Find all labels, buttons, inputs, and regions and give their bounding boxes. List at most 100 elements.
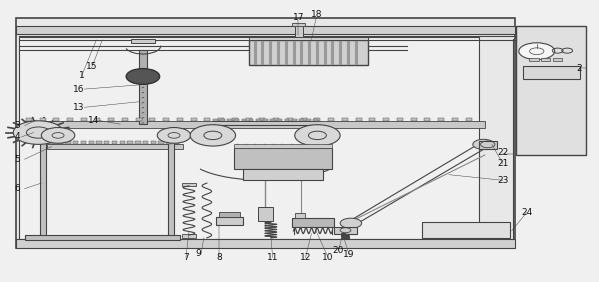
Bar	[285, 118, 289, 121]
Bar	[553, 58, 562, 61]
Bar	[292, 219, 334, 227]
Bar	[306, 118, 311, 121]
Bar	[249, 37, 368, 40]
Circle shape	[519, 43, 555, 60]
Bar	[47, 144, 183, 149]
Text: 15: 15	[86, 62, 97, 71]
Bar	[259, 118, 265, 121]
Circle shape	[340, 218, 362, 228]
Bar	[16, 26, 515, 34]
Bar	[397, 118, 403, 121]
Bar	[25, 121, 485, 127]
Bar	[516, 26, 586, 155]
Bar	[26, 118, 32, 121]
Bar	[219, 212, 240, 217]
Bar	[96, 141, 102, 144]
Circle shape	[295, 125, 340, 146]
Text: 14: 14	[87, 116, 99, 125]
Text: 16: 16	[72, 85, 84, 94]
Text: 6: 6	[14, 184, 20, 193]
Bar	[370, 118, 376, 121]
Bar	[299, 118, 304, 121]
Circle shape	[13, 121, 63, 144]
Bar	[16, 17, 515, 248]
Bar	[81, 141, 86, 144]
Bar	[301, 118, 307, 121]
Bar	[292, 118, 297, 121]
Bar	[313, 118, 318, 121]
Bar	[25, 235, 180, 240]
Bar	[287, 118, 293, 121]
Bar	[122, 118, 128, 121]
Text: 9: 9	[195, 249, 201, 258]
Bar	[356, 118, 362, 121]
Bar	[273, 118, 279, 121]
Bar	[216, 217, 243, 225]
Bar	[241, 118, 246, 121]
Bar	[40, 118, 46, 121]
Bar	[292, 23, 305, 26]
Bar	[411, 118, 417, 121]
Bar	[234, 118, 239, 121]
Bar	[40, 135, 46, 239]
Bar	[65, 141, 71, 144]
Circle shape	[158, 127, 190, 143]
Text: 7: 7	[183, 253, 189, 262]
Bar	[150, 118, 156, 121]
Text: 10: 10	[322, 253, 334, 262]
Bar	[383, 118, 389, 121]
Text: 20: 20	[332, 246, 344, 255]
Bar	[263, 118, 268, 121]
Bar	[177, 118, 183, 121]
Bar	[479, 141, 497, 149]
Bar	[182, 234, 195, 238]
Bar	[234, 148, 332, 169]
Text: 22: 22	[497, 148, 509, 157]
Text: 18: 18	[310, 10, 322, 19]
Bar	[270, 118, 275, 121]
Bar	[314, 118, 320, 121]
Text: 4: 4	[14, 132, 20, 141]
Bar	[232, 118, 238, 121]
Bar	[256, 118, 261, 121]
Bar	[452, 118, 458, 121]
Bar	[218, 118, 224, 121]
Bar	[204, 118, 210, 121]
Bar	[190, 118, 196, 121]
Circle shape	[190, 125, 235, 146]
Bar	[140, 50, 147, 124]
Bar	[95, 118, 101, 121]
Bar	[135, 141, 141, 144]
Bar	[234, 144, 332, 148]
Text: 3: 3	[14, 121, 20, 130]
Bar	[108, 118, 114, 121]
Bar	[295, 213, 305, 219]
Circle shape	[126, 69, 160, 84]
Bar	[422, 222, 510, 238]
Bar	[159, 141, 164, 144]
Text: 19: 19	[343, 250, 355, 259]
Bar	[258, 207, 273, 221]
Bar	[112, 141, 117, 144]
Bar	[523, 66, 580, 79]
Text: 13: 13	[72, 103, 84, 112]
Bar	[81, 118, 87, 121]
Bar	[58, 141, 63, 144]
Bar	[128, 141, 133, 144]
Bar	[342, 118, 348, 121]
Circle shape	[41, 127, 75, 143]
Bar	[131, 39, 155, 43]
Bar	[541, 58, 550, 61]
Bar	[220, 118, 225, 121]
Bar	[151, 141, 156, 144]
Bar	[438, 118, 444, 121]
Bar	[243, 169, 323, 180]
Bar	[50, 141, 55, 144]
Text: 17: 17	[292, 13, 304, 22]
Bar	[89, 141, 94, 144]
Text: 5: 5	[14, 155, 20, 164]
Bar	[213, 118, 217, 121]
Bar	[295, 24, 303, 37]
Bar	[168, 135, 174, 239]
Bar	[249, 118, 253, 121]
